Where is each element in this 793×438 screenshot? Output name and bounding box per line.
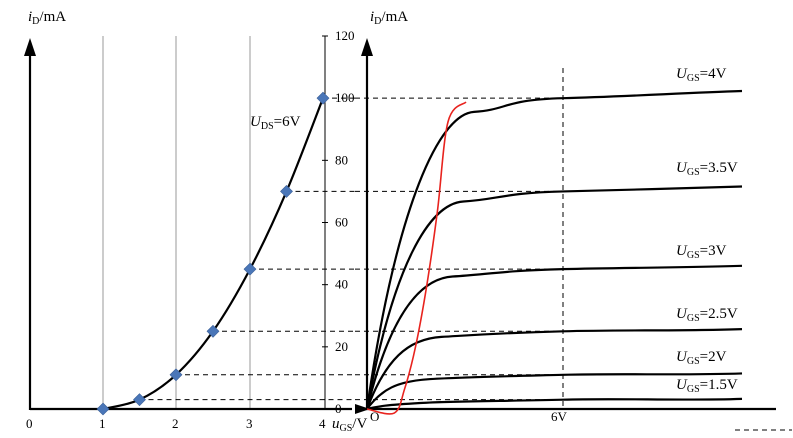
output-curve-label-4: UGS=2.5V (676, 306, 738, 324)
left-y-tick-0: 0 (335, 401, 342, 416)
output-curves (365, 89, 743, 411)
transfer-marker-3 (243, 262, 257, 276)
transfer-marker-3.5 (280, 184, 293, 198)
left-x-tick-3: 3 (246, 416, 253, 431)
output-curve-UGS=2.5V (365, 327, 743, 410)
output-curve-labels: UGS=4V UGS=3.5V UGS=3V UGS=2.5V UGS=2V UGS=1.… (676, 66, 738, 395)
output-curve-label-5: UGS=2V (676, 349, 727, 367)
right-x-tick-label-6v: 6V (551, 409, 568, 424)
right-origin-label: O (370, 409, 379, 424)
left-y-tick-80: 80 (335, 152, 348, 167)
transfer-data-markers (96, 91, 330, 416)
transfer-marker-1 (96, 402, 110, 416)
transfer-marker-2 (169, 368, 183, 382)
transfer-curve-label: UDS=6V (250, 114, 301, 132)
left-x-tick-labels: 0 1 2 3 4 (26, 416, 326, 431)
left-y-tick-40: 40 (335, 277, 348, 292)
output-curve-UGS=4V (365, 89, 743, 410)
saturation-boundary-curve (366, 101, 467, 415)
output-curve-label-2: UGS=3.5V (676, 160, 738, 178)
left-y-tick-20: 20 (335, 339, 348, 354)
left-y-tick-100: 100 (335, 90, 355, 105)
output-curve-label-6: UGS=1.5V (676, 377, 738, 395)
left-x-axis-label: uGS/V (332, 416, 367, 434)
transfer-marker-1.5 (133, 393, 146, 407)
transfer-marker-4 (316, 91, 330, 105)
right-y-axis-label: iD/mA (370, 9, 408, 27)
right-x-axis-arrow (355, 404, 370, 414)
output-curve-UGS=1.5V (366, 397, 743, 411)
left-x-tick-1: 1 (99, 416, 106, 431)
right-y-axis-arrow (361, 38, 373, 56)
output-curve-UGS=3.5V (365, 185, 743, 410)
output-curve-UGS=3V (365, 264, 743, 410)
output-curve-label-1: UGS=4V (676, 66, 727, 84)
left-vertical-gridlines (102, 36, 251, 409)
left-y-tick-120: 120 (335, 28, 355, 43)
left-y-axis-label: iD/mA (28, 9, 66, 27)
output-curve-label-3: UGS=3V (676, 243, 727, 261)
left-x-tick-2: 2 (172, 416, 179, 431)
output-curve-UGS=2V (366, 372, 743, 410)
left-x-tick-0: 0 (26, 416, 33, 431)
left-x-tick-4: 4 (319, 416, 326, 431)
left-y-tick-60: 60 (335, 215, 348, 230)
transfer-curve (102, 97, 325, 411)
transfer-marker-2.5 (206, 324, 220, 338)
left-y-axis-arrow (24, 38, 36, 56)
left-dashed-guides (139, 97, 563, 401)
left-y-tick-labels: 0 20 40 60 80 100 120 (335, 28, 355, 416)
